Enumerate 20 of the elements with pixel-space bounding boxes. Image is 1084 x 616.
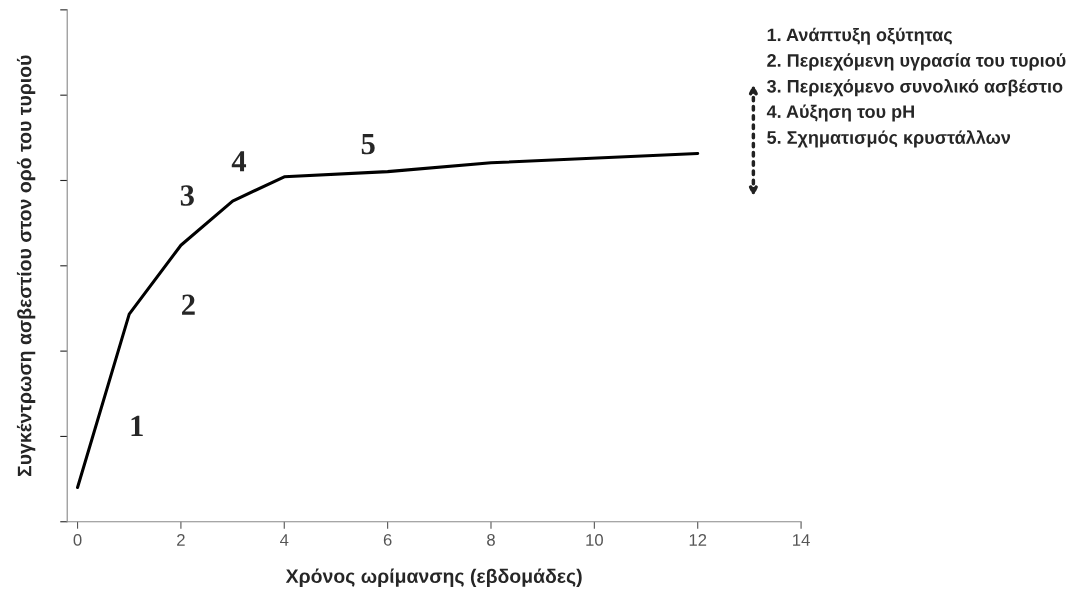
x-tick-label: 14 — [793, 534, 810, 546]
x-tick-label: 2 — [177, 534, 185, 546]
annotation: 5 — [361, 133, 375, 155]
x-tick-label: 8 — [487, 534, 495, 546]
text: 3. Περιεχόμενο συνολικό ασβέστιο — [767, 78, 1063, 97]
x-tick-label: 12 — [689, 534, 707, 546]
annotation: 4 — [231, 151, 247, 172]
text: 2. Περιεχόμενη υγρασία του τυριού — [767, 53, 1066, 71]
annotation: 2 — [182, 294, 195, 315]
x-tick-label: 10 — [586, 534, 603, 546]
x-axis-title: Χρόνος ωρίμανσης (εβδομάδες) — [285, 568, 582, 587]
text: 1. Ανάπτυξη οξύτητας — [767, 27, 952, 45]
x-tick-label: 6 — [383, 534, 392, 546]
y-axis-title: Συγκέντρωση ασβεστίου στον ορό του τυριού — [16, 55, 36, 477]
annotation: 1 — [131, 415, 143, 436]
text: 4. Αύξηση του pH — [766, 104, 914, 122]
annotation: 3 — [180, 185, 194, 206]
x-tick-label: 0 — [73, 534, 82, 546]
text: 5. Σχηματισμός κρυστάλλων — [767, 130, 1011, 148]
x-tick-label: 4 — [280, 534, 289, 546]
